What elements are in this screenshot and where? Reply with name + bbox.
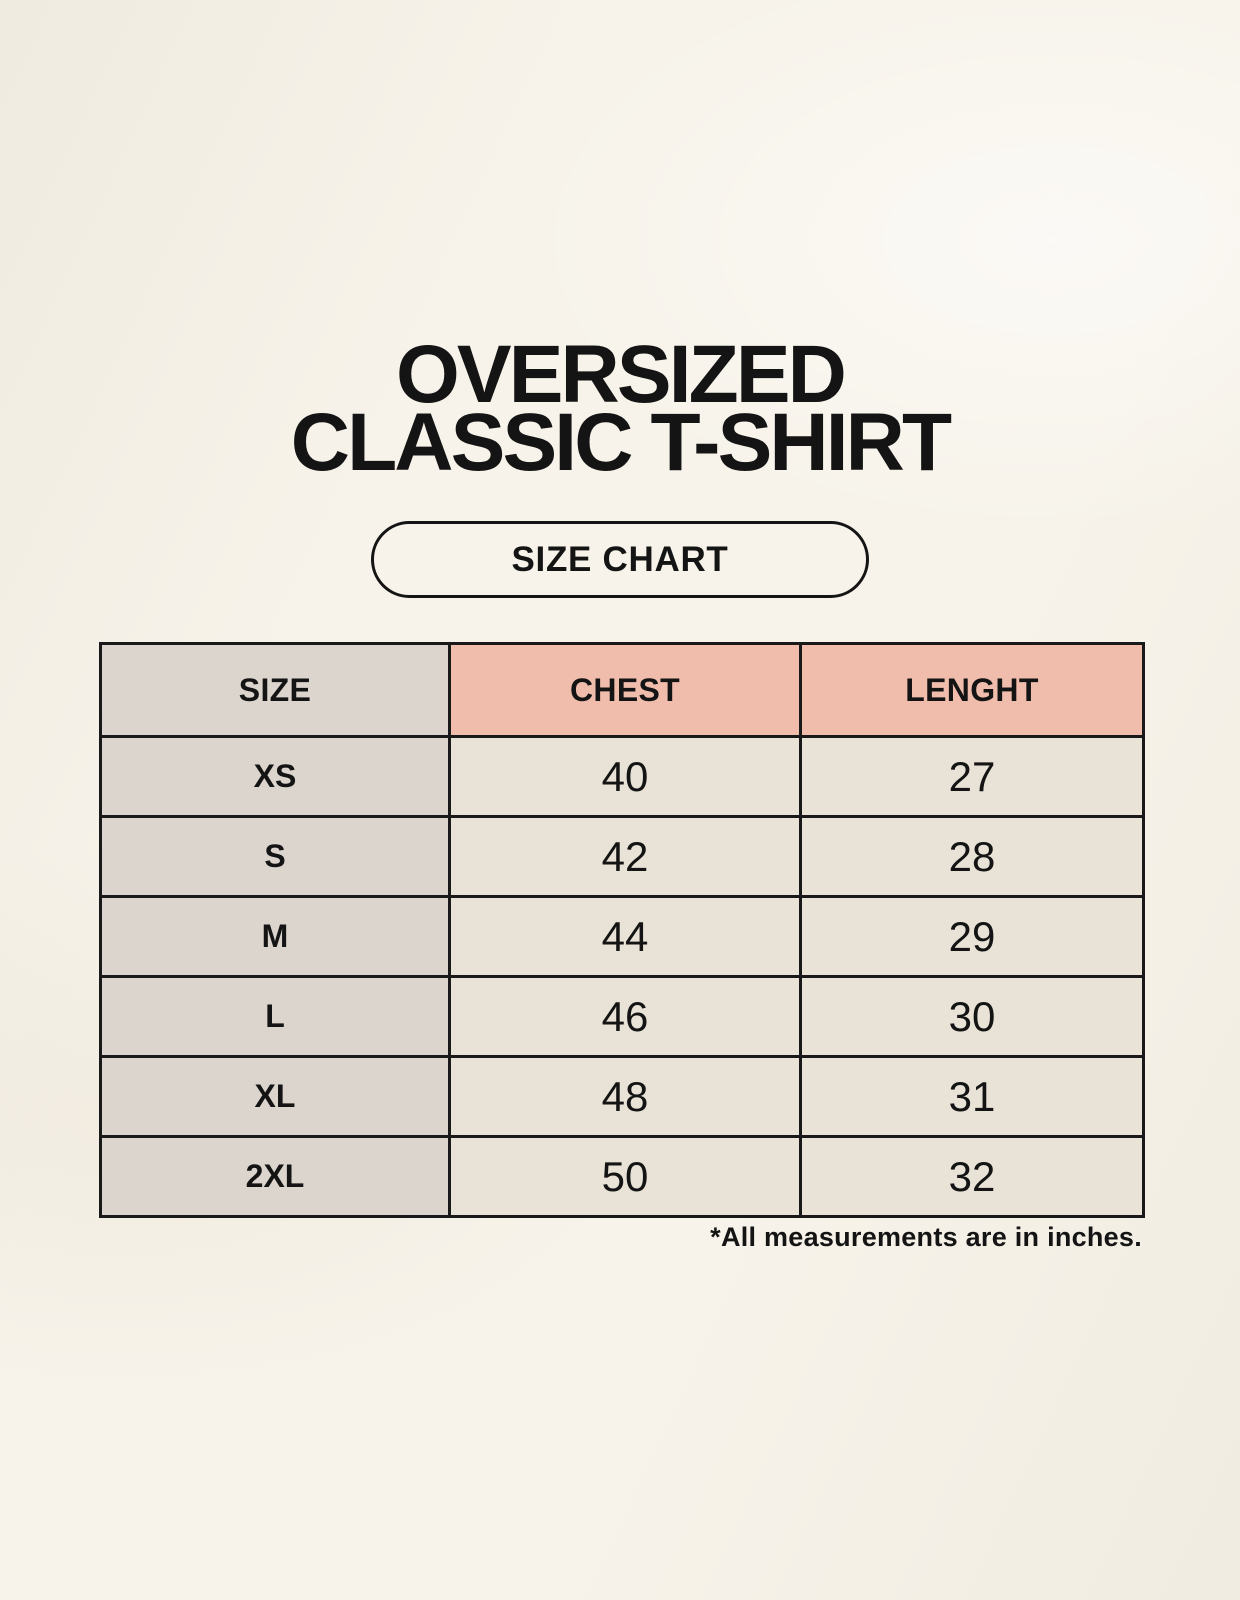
length-value-cell: 27	[799, 735, 1145, 818]
column-header-length: LENGHT	[799, 642, 1145, 738]
table-row-xs: XS 40 27	[99, 735, 1145, 818]
chest-value-cell: 48	[448, 1055, 802, 1138]
size-label-cell: 2XL	[99, 1135, 451, 1218]
table-row-xl: XL 48 31	[99, 1055, 1145, 1138]
chest-value-cell: 44	[448, 895, 802, 978]
chest-value-cell: 46	[448, 975, 802, 1058]
size-label-cell: L	[99, 975, 451, 1058]
size-label-cell: XL	[99, 1055, 451, 1138]
length-value-cell: 29	[799, 895, 1145, 978]
length-value-cell: 32	[799, 1135, 1145, 1218]
measurements-footnote: *All measurements are in inches.	[710, 1222, 1142, 1252]
length-value-cell: 28	[799, 815, 1145, 898]
size-chart-badge: SIZE CHART	[371, 521, 869, 598]
page-title-line-1: OVERSIZED	[395, 329, 847, 420]
table-header-row: SIZE CHEST LENGHT	[99, 642, 1145, 738]
size-label-cell: M	[99, 895, 451, 978]
table-row-m: M 44 29	[99, 895, 1145, 978]
size-chart-badge-label: SIZE CHART	[511, 539, 729, 579]
length-value-cell: 30	[799, 975, 1145, 1058]
chest-value-cell: 42	[448, 815, 802, 898]
length-value-cell: 31	[799, 1055, 1145, 1138]
column-header-size: SIZE	[99, 642, 451, 738]
chest-value-cell: 50	[448, 1135, 802, 1218]
page-title-line-2: CLASSIC T-SHIRT	[290, 397, 952, 488]
page-title: OVERSIZED CLASSIC T-SHIRT	[0, 329, 1240, 488]
column-header-chest: CHEST	[448, 642, 802, 738]
size-label-cell: S	[99, 815, 451, 898]
table-row-2xl: 2XL 50 32	[99, 1135, 1145, 1218]
table-row-l: L 46 30	[99, 975, 1145, 1058]
chest-value-cell: 40	[448, 735, 802, 818]
size-chart-table: SIZE CHEST LENGHT XS 40 27 S 42 28 M 44 …	[99, 642, 1145, 1218]
size-label-cell: XS	[99, 735, 451, 818]
table-row-s: S 42 28	[99, 815, 1145, 898]
